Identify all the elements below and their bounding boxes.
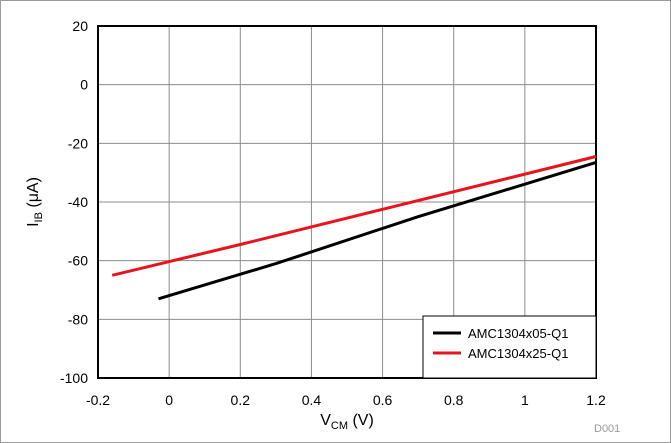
legend: AMC1304x05-Q1 AMC1304x25-Q1	[422, 315, 597, 379]
y-axis-label-main: I	[25, 222, 42, 226]
y-tick-label: -60	[68, 253, 88, 269]
figure-id-mark: D001	[594, 423, 620, 435]
y-tick-label: -80	[68, 311, 88, 327]
y-axis-label-sub: IB	[33, 212, 45, 222]
legend-label-amc1304x25: AMC1304x25-Q1	[468, 346, 568, 361]
legend-label-amc1304x05: AMC1304x05-Q1	[468, 326, 568, 341]
y-axis-label: IIB (μA)	[25, 177, 45, 227]
x-axis-label-unit: (V)	[348, 412, 374, 429]
x-axis-label-main: V	[320, 412, 331, 429]
series-lines	[111, 155, 597, 301]
x-tick-label: 1.2	[586, 392, 606, 408]
x-tick-label: 0.4	[302, 392, 322, 408]
x-axis-label: VCM (V)	[320, 412, 374, 432]
legend-box	[422, 315, 597, 379]
x-tick-label: 0.2	[231, 392, 251, 408]
y-tick-label: -100	[60, 370, 88, 386]
x-tick-label: 1	[521, 392, 529, 408]
series-line-amc1304x25	[111, 155, 597, 277]
plot-area-border	[97, 25, 597, 379]
x-tick-label: 0.8	[444, 392, 464, 408]
y-tick-label: 20	[72, 18, 88, 34]
y-axis-label-unit: (μA)	[25, 177, 42, 212]
x-axis-label-sub: CM	[331, 420, 348, 432]
x-tick-label: -0.2	[86, 392, 110, 408]
series-line-amc1304x05	[158, 160, 597, 301]
y-tick-labels: 20 0 -20 -40 -60 -80 -100	[60, 18, 88, 386]
x-tick-labels: -0.2 0 0.2 0.4 0.6 0.8 1 1.2	[86, 392, 606, 408]
y-tick-label: -40	[68, 194, 88, 210]
y-tick-label: 0	[80, 77, 88, 93]
y-tick-label: -20	[68, 135, 88, 151]
x-tick-label: 0	[165, 392, 173, 408]
x-tick-label: 0.6	[373, 392, 393, 408]
